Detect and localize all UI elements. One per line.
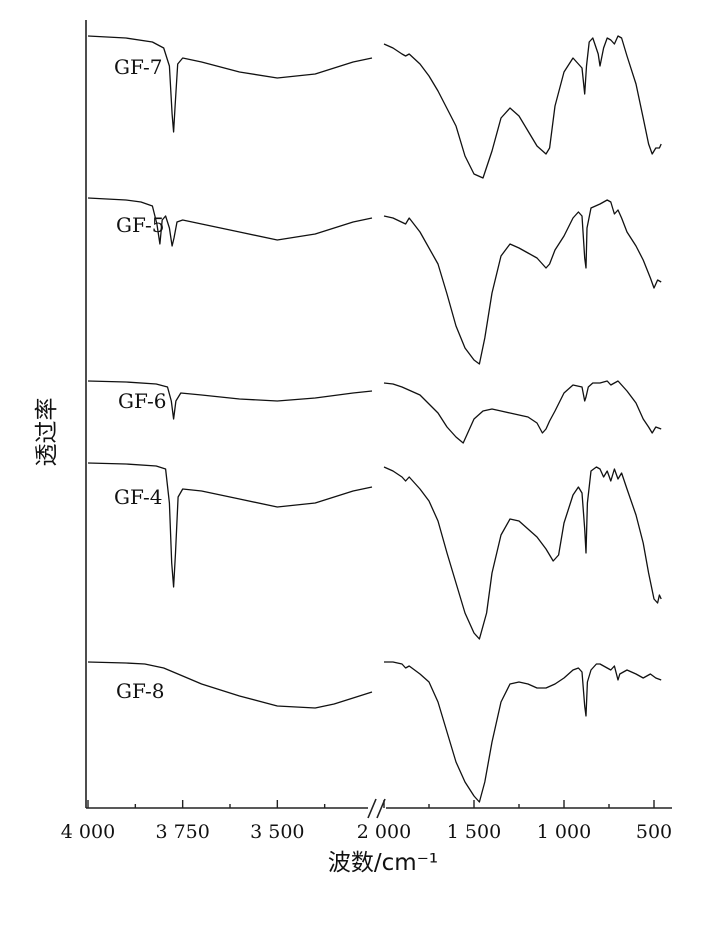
x-tick-label: 3 500 bbox=[250, 821, 304, 843]
spectrum-gf-7-low bbox=[383, 35, 662, 179]
y-axis-title: 透过率 bbox=[34, 398, 60, 467]
x-tick-label: 1 500 bbox=[447, 821, 501, 843]
spectrum-gf-8-high bbox=[87, 661, 373, 709]
spectrum-gf-8-low bbox=[384, 661, 662, 803]
spectrum-gf-6-low bbox=[383, 380, 662, 444]
series-label-gf-4: GF-4 bbox=[114, 485, 162, 509]
axes: 4 000 3 750 3 500 2 000 1 500 1 000 500 bbox=[61, 20, 672, 843]
x-tick-label: 2 000 bbox=[357, 821, 411, 843]
spectrum-gf-5-low bbox=[383, 199, 662, 365]
x-tick-label: 1 000 bbox=[537, 821, 591, 843]
axis-break-mark bbox=[367, 798, 377, 819]
x-tick-label: 4 000 bbox=[61, 821, 115, 843]
x-axis-title: 波数/cm⁻¹ bbox=[328, 850, 438, 876]
spectrum-gf-4-high bbox=[87, 462, 373, 588]
x-tick-label: 500 bbox=[636, 821, 672, 843]
series-label-gf-7: GF-7 bbox=[114, 55, 162, 79]
spectrum-gf-4-low bbox=[383, 466, 662, 640]
spectrum-gf-6-high bbox=[87, 380, 373, 420]
spectrum-traces bbox=[87, 35, 662, 803]
series-labels: GF-7 GF-5 GF-6 GF-4 GF-8 bbox=[114, 55, 166, 703]
series-label-gf-5: GF-5 bbox=[116, 213, 164, 237]
spectrum-gf-5-high bbox=[87, 197, 373, 247]
series-label-gf-8: GF-8 bbox=[116, 679, 164, 703]
series-label-gf-6: GF-6 bbox=[118, 389, 166, 413]
spectrum-gf-7-high bbox=[87, 35, 373, 133]
x-tick-label: 3 750 bbox=[155, 821, 209, 843]
